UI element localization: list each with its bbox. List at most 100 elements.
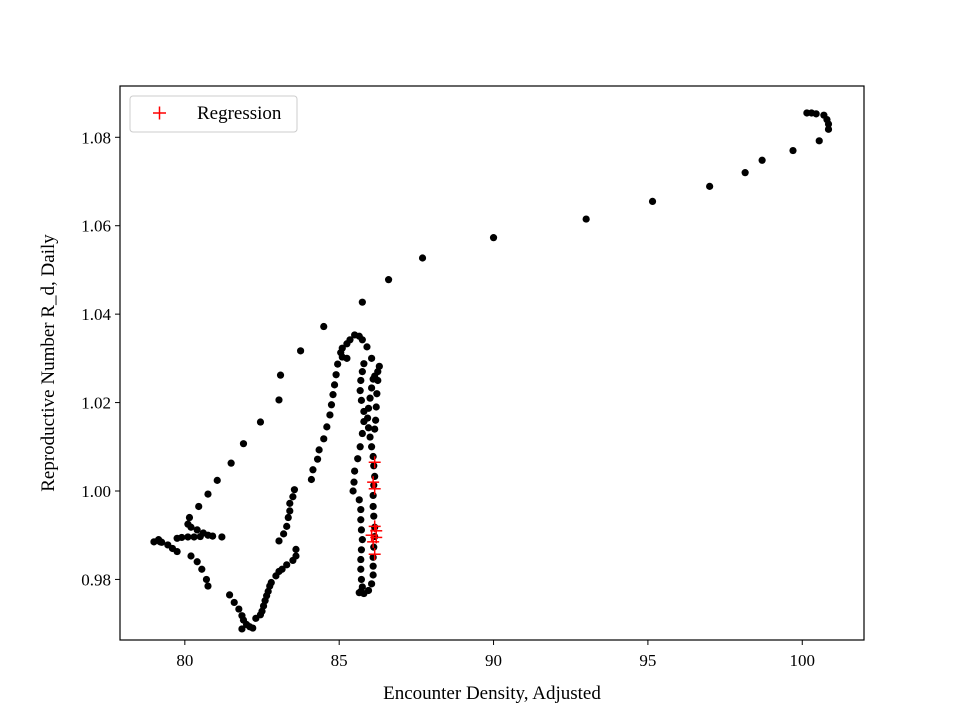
data-point <box>204 490 212 498</box>
data-point <box>358 336 366 344</box>
data-point <box>357 516 365 524</box>
data-point <box>190 533 198 541</box>
data-point <box>363 343 371 351</box>
data-point <box>489 234 498 242</box>
data-point <box>330 381 339 389</box>
series-regression <box>365 456 383 561</box>
data-point <box>280 530 288 538</box>
data-point <box>346 336 354 344</box>
data-point <box>198 565 206 573</box>
series-observed <box>150 109 833 633</box>
data-point <box>320 435 328 443</box>
data-point <box>369 502 377 511</box>
data-point <box>173 534 181 542</box>
data-point <box>824 120 833 128</box>
data-point <box>343 354 351 362</box>
data-point <box>357 526 366 534</box>
data-point <box>230 598 238 607</box>
data-point <box>292 545 300 553</box>
data-point <box>286 507 294 515</box>
data-point <box>815 137 823 145</box>
data-point <box>356 443 364 451</box>
data-point <box>338 344 346 352</box>
data-point <box>323 423 331 431</box>
data-point <box>278 565 286 573</box>
data-point <box>315 446 323 454</box>
data-point <box>357 505 365 514</box>
y-axis-label: Reproductive Number R_d, Daily <box>38 234 59 492</box>
data-point <box>235 605 243 613</box>
data-point <box>150 538 158 546</box>
legend-label-regression: Regression <box>197 103 282 124</box>
data-point <box>204 582 212 590</box>
data-point <box>357 546 366 554</box>
data-point <box>369 491 377 500</box>
data-point <box>284 513 292 522</box>
data-point <box>187 552 195 560</box>
y-tick-label: 1.04 <box>81 305 111 324</box>
data-point <box>309 466 317 474</box>
data-point <box>364 586 373 595</box>
regression-point <box>367 535 380 548</box>
data-point <box>373 390 381 398</box>
plot-frame <box>119 85 865 641</box>
data-point <box>368 354 376 362</box>
data-point <box>313 455 322 463</box>
data-point <box>360 360 368 368</box>
x-axis-label: Encounter Density, Adjusted <box>383 683 601 704</box>
x-tick-label: 80 <box>176 651 193 670</box>
data-point <box>326 411 334 419</box>
data-point <box>329 391 337 399</box>
data-point <box>366 394 374 402</box>
y-tick-label: 1.00 <box>81 482 111 501</box>
x-tick-label: 95 <box>639 651 656 670</box>
data-point <box>372 416 380 424</box>
data-point <box>283 522 291 530</box>
regression-point <box>368 482 381 495</box>
data-point <box>158 538 166 546</box>
data-point <box>582 215 590 223</box>
data-point <box>357 555 365 564</box>
data-point <box>357 376 365 385</box>
data-point <box>357 575 366 584</box>
data-point <box>238 625 246 633</box>
data-point <box>741 169 749 177</box>
data-point <box>249 624 257 632</box>
data-point <box>350 478 358 486</box>
data-point <box>370 512 378 520</box>
data-point <box>374 376 382 385</box>
data-point <box>358 536 366 544</box>
data-point <box>357 396 366 404</box>
data-point <box>355 496 363 504</box>
data-point <box>256 418 265 426</box>
data-point <box>209 532 217 540</box>
data-point <box>812 110 820 118</box>
data-point <box>202 575 211 584</box>
data-point <box>290 486 299 494</box>
data-point <box>758 156 766 164</box>
data-point <box>239 440 248 448</box>
data-point <box>218 533 226 541</box>
data-point <box>358 429 366 438</box>
data-point <box>370 462 378 470</box>
data-point <box>292 552 300 560</box>
data-point <box>371 472 379 481</box>
regression-point <box>367 476 380 489</box>
data-point <box>227 459 235 467</box>
data-point <box>187 523 195 531</box>
data-point <box>275 396 283 404</box>
y-tick-label: 1.08 <box>81 128 111 147</box>
data-point <box>354 455 362 463</box>
data-point <box>307 475 316 484</box>
axis-ticks: 80 85 90 95 100 0.98 1.00 1.02 1.04 1.06 1.08 <box>81 128 815 670</box>
data-point <box>375 362 383 370</box>
data-point <box>286 499 294 507</box>
x-tick-label: 85 <box>331 651 348 670</box>
data-point <box>275 537 283 545</box>
data-point <box>225 591 234 599</box>
data-point <box>371 425 379 433</box>
data-point <box>368 384 376 392</box>
data-point <box>332 371 340 379</box>
data-point <box>364 424 373 432</box>
